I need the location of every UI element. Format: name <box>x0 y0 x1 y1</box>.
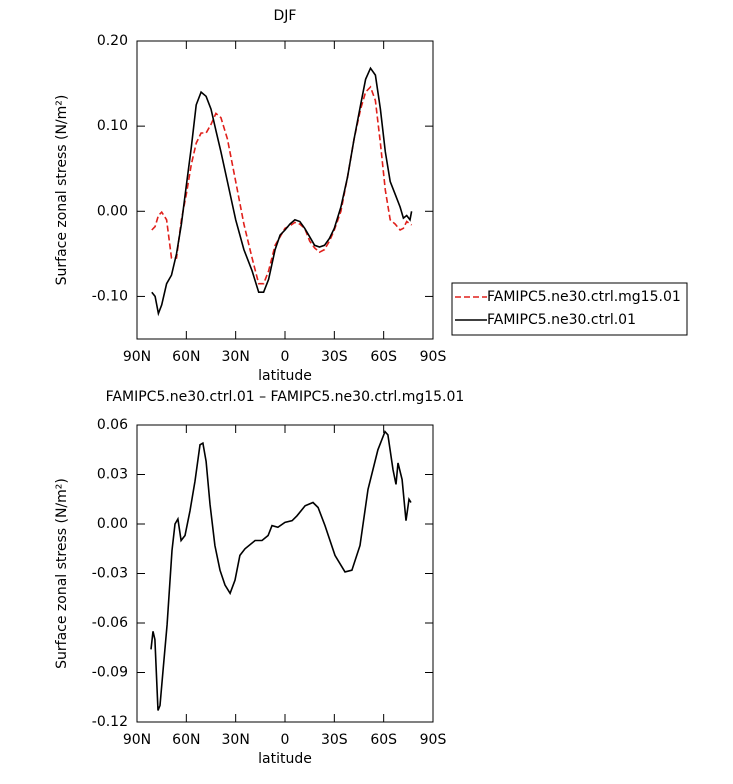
x-tick-label: 30S <box>321 732 348 748</box>
plot-frame <box>136 424 434 723</box>
legend-label: FAMIPC5.ne30.ctrl.mg15.01 <box>487 289 681 305</box>
legend-label: FAMIPC5.ne30.ctrl.01 <box>487 312 636 328</box>
data-line <box>151 85 412 285</box>
y-tick-label: 0.00 <box>97 516 128 532</box>
plot-frame <box>136 40 434 340</box>
y-tick-label: -0.09 <box>92 665 128 681</box>
y-tick-label: 0.03 <box>97 467 128 483</box>
y-tick-label: -0.03 <box>92 566 128 582</box>
x-tick-label: 60N <box>172 732 200 748</box>
x-tick-label: 60S <box>370 349 397 365</box>
x-tick-label: 30N <box>222 732 250 748</box>
y-tick-label: -0.10 <box>92 288 128 304</box>
x-axis-label: latitude <box>258 368 312 384</box>
data-line <box>151 66 413 317</box>
x-tick-label: 0 <box>281 732 290 748</box>
data-line <box>150 430 412 711</box>
x-tick-label: 30S <box>321 349 348 365</box>
chart-title: DJF <box>274 8 297 24</box>
legend-box <box>451 282 688 336</box>
y-axis-label: Surface zonal stress (N/m²) <box>54 95 70 286</box>
chart-title: FAMIPC5.ne30.ctrl.01 – FAMIPC5.ne30.ctrl… <box>106 389 465 405</box>
y-tick-label: -0.12 <box>92 714 128 730</box>
y-tick-label: 0.10 <box>97 118 128 134</box>
y-tick-label: 0.20 <box>97 33 128 49</box>
y-axis-label: Surface zonal stress (N/m²) <box>54 478 70 669</box>
x-tick-label: 60S <box>370 732 397 748</box>
x-tick-label: 30N <box>222 349 250 365</box>
x-axis-label: latitude <box>258 751 312 767</box>
x-tick-label: 90S <box>420 732 447 748</box>
x-tick-label: 0 <box>281 349 290 365</box>
y-tick-label: 0.06 <box>97 417 128 433</box>
y-tick-label: -0.06 <box>92 615 128 631</box>
x-tick-label: 60N <box>172 349 200 365</box>
x-tick-label: 90N <box>123 732 151 748</box>
y-tick-label: 0.00 <box>97 203 128 219</box>
x-tick-label: 90S <box>420 349 447 365</box>
x-tick-label: 90N <box>123 349 151 365</box>
